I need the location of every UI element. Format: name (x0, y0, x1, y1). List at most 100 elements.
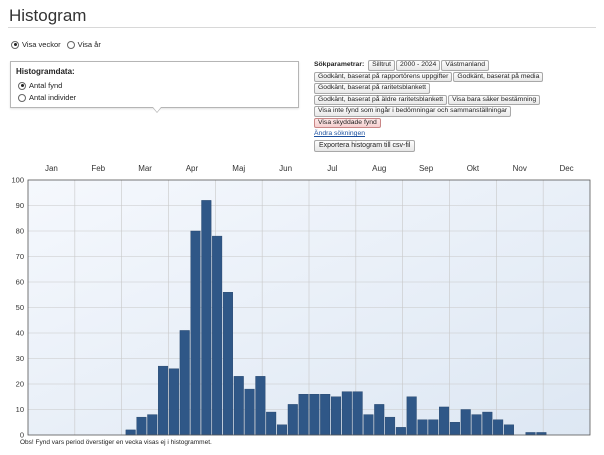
bar-week-10 (125, 429, 136, 436)
month-labels: Jan Feb Mar Apr Maj Jun Jul Aug Sep Okt Nov Dec (45, 164, 574, 173)
bar-week-42 (471, 414, 482, 436)
month-label: Okt (467, 164, 480, 173)
y-tick-label: 0 (20, 431, 24, 439)
bar-week-20 (233, 376, 244, 436)
y-tick-label: 100 (11, 176, 24, 185)
month-label: Jul (327, 164, 337, 173)
title-divider (8, 27, 596, 28)
y-tick-label: 60 (16, 278, 24, 287)
month-label: Apr (186, 164, 199, 173)
chip-region[interactable]: Västmanland (441, 60, 489, 71)
month-label: Mar (138, 164, 152, 173)
bar-week-44 (493, 419, 504, 436)
y-tick-label: 70 (16, 252, 24, 261)
month-label: Jun (279, 164, 292, 173)
bar-week-30 (341, 391, 352, 436)
chip-certain-id-only[interactable]: Visa bara säker bestämning (448, 94, 541, 105)
bar-week-14 (168, 368, 179, 436)
chip-species[interactable]: Silltrut (368, 60, 396, 71)
y-tick-label: 20 (16, 380, 24, 389)
chip-approved-rarity-form[interactable]: Godkänt, baserat på raritetsblankett (314, 83, 431, 94)
bar-week-29 (331, 396, 342, 436)
bar-week-38 (428, 419, 439, 436)
count-individuals-radio[interactable]: Antal individer (18, 93, 76, 102)
y-tick-label: 10 (16, 405, 24, 414)
month-label: Sep (419, 164, 434, 173)
y-tick-label: 50 (16, 303, 24, 312)
chip-show-protected[interactable]: Visa skyddade fynd (314, 117, 381, 128)
bar-week-45 (503, 424, 514, 436)
histogram-chart: Jan Feb Mar Apr Maj Jun Jul Aug Sep Okt Nov Dec 0 10… (11, 164, 591, 439)
chip-exclude-compilations[interactable]: Visa inte fynd som ingår i bedömningar o… (314, 106, 512, 117)
bars (125, 200, 547, 436)
bar-week-13 (158, 365, 169, 436)
y-tick-label: 80 (16, 227, 24, 236)
bar-week-21 (244, 388, 255, 436)
search-params-label: Sökparametrar: (314, 61, 365, 68)
bar-week-43 (482, 411, 493, 436)
bar-week-22 (255, 376, 266, 436)
bar-week-35 (395, 427, 406, 436)
grid-lines (28, 180, 590, 435)
y-tick-label: 30 (16, 354, 24, 363)
page-title: Histogram (9, 6, 87, 25)
plot-frame (27, 179, 591, 436)
bar-week-27 (309, 393, 320, 436)
bar-week-34 (385, 416, 396, 436)
bar-week-17 (201, 200, 212, 436)
bar-week-25 (287, 404, 298, 436)
change-search-link[interactable]: Ändra sökningen (314, 130, 366, 137)
count-individuals-label: Antal individer (29, 93, 77, 102)
bar-week-28 (320, 393, 331, 436)
bar-week-39 (439, 406, 450, 436)
chip-approved-reporter[interactable]: Godkänt, baserat på rapportörens uppgift… (314, 71, 453, 82)
count-findings-radio[interactable]: Antal fynd (18, 81, 62, 90)
bar-week-12 (147, 414, 158, 436)
radio-years-indicator[interactable] (66, 40, 75, 49)
period-toggle: Visa veckor Visa år (11, 40, 107, 49)
panel-pointer-inner (153, 107, 161, 112)
count-individuals-indicator[interactable] (18, 93, 26, 102)
params-line-1: Sökparametrar: Silltrut 2000 - 2024 Västma… (314, 60, 599, 72)
bar-week-31 (352, 391, 363, 436)
y-axis: 0 10 20 30 40 50 60 70 80 90 100 (11, 176, 24, 439)
params-line-7: Ändra sökningen (314, 129, 599, 139)
month-label: Feb (91, 164, 105, 173)
bar-week-18 (212, 235, 223, 436)
show-years-radio[interactable]: Visa år (66, 40, 101, 49)
histogram-data-title: Histogramdata: (16, 67, 75, 76)
export-csv-button[interactable]: Exportera histogram till csv-fil (314, 140, 416, 152)
bar-week-15 (179, 330, 190, 436)
chip-years[interactable]: 2000 - 2024 (396, 60, 441, 71)
y-tick-label: 40 (16, 329, 24, 338)
month-label: Maj (232, 164, 245, 173)
count-findings-indicator[interactable] (18, 81, 26, 90)
bar-week-24 (276, 424, 287, 436)
params-line-3: Godkänt, baserat på raritetsblankett (314, 83, 599, 95)
show-weeks-radio[interactable]: Visa veckor (11, 40, 61, 49)
histogram-data-panel: Histogramdata: Antal fynd Antal individe… (10, 61, 299, 108)
month-label: Dec (559, 164, 573, 173)
count-findings-label: Antal fynd (29, 81, 63, 90)
bar-week-37 (417, 419, 428, 436)
params-line-2: Godkänt, baserat på rapportörens uppgift… (314, 71, 599, 84)
chip-approved-media[interactable]: Godkänt, baserat på media (453, 71, 544, 82)
search-parameters: Sökparametrar: Silltrut 2000 - 2024 Västma… (314, 60, 599, 139)
month-label: Jan (45, 164, 58, 173)
month-label: Aug (372, 164, 386, 173)
bar-week-16 (190, 230, 201, 436)
bar-week-26 (298, 393, 309, 436)
bar-week-23 (266, 411, 277, 436)
month-label: Nov (513, 164, 527, 173)
show-years-label: Visa år (77, 40, 101, 49)
params-line-5: Visa inte fynd som ingår i bedömningar o… (314, 106, 599, 118)
bar-week-40 (449, 422, 460, 436)
bar-week-41 (460, 409, 471, 436)
bar-week-33 (374, 404, 385, 436)
radio-weeks-indicator[interactable] (11, 40, 19, 49)
footnote: Obs! Fynd vars period överstiger en veck… (20, 439, 212, 446)
params-line-4: Godkänt, baserat på äldre raritetsblanke… (314, 94, 599, 107)
chip-approved-old-rarity-form[interactable]: Godkänt, baserat på äldre raritetsblanke… (314, 94, 448, 105)
params-line-6: Visa skyddade fynd (314, 117, 599, 130)
bar-week-36 (406, 396, 417, 436)
